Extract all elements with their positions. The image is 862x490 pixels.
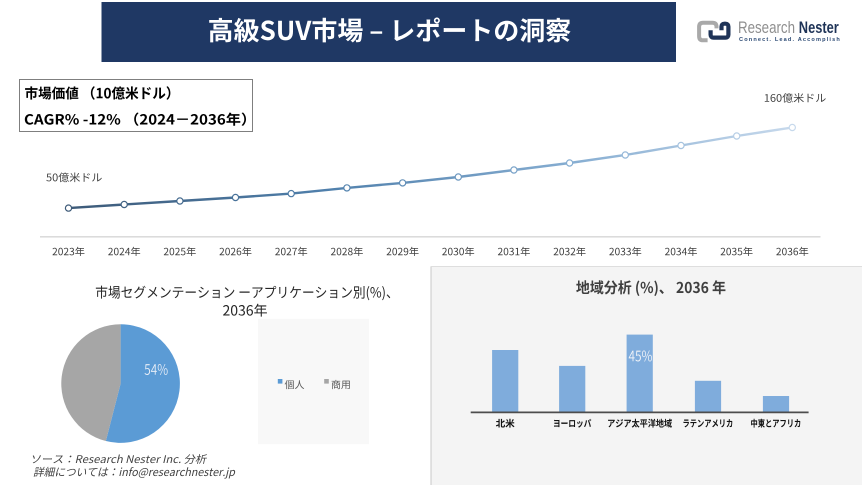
svg-text:Nester: Nester: [799, 19, 840, 37]
svg-text:Research: Research: [738, 19, 795, 37]
svg-text:Connect. Lead. Accomplish: Connect. Lead. Accomplish: [739, 37, 841, 43]
